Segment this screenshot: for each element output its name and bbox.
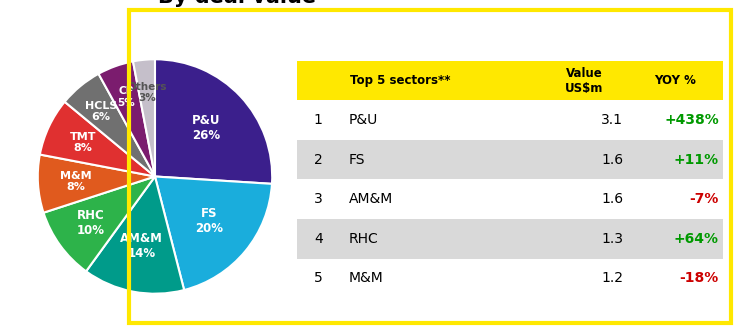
Text: 1.3: 1.3 (601, 232, 623, 246)
Wedge shape (40, 102, 155, 176)
Wedge shape (86, 176, 184, 294)
Text: 3.1: 3.1 (601, 113, 623, 127)
Bar (297, 61, 723, 100)
Wedge shape (133, 59, 155, 176)
Text: Others
3%: Others 3% (127, 82, 167, 103)
Text: M&M: M&M (349, 271, 384, 285)
Text: 4: 4 (314, 232, 323, 246)
Text: TMT
8%: TMT 8% (69, 132, 96, 154)
Wedge shape (98, 61, 155, 176)
Text: By deal value: By deal value (158, 0, 316, 7)
Bar (297, 258, 723, 298)
Text: +64%: +64% (674, 232, 719, 246)
Text: P&U: P&U (349, 113, 378, 127)
Text: +438%: +438% (664, 113, 719, 127)
Bar (297, 179, 723, 219)
Text: 1.2: 1.2 (601, 271, 623, 285)
Wedge shape (44, 176, 155, 271)
Text: 2: 2 (314, 153, 323, 166)
Bar (297, 100, 723, 140)
Text: AM&M: AM&M (349, 192, 393, 206)
Wedge shape (155, 59, 272, 184)
Text: -7%: -7% (689, 192, 719, 206)
Text: Top 5 sectors**: Top 5 sectors** (350, 74, 450, 87)
Bar (297, 219, 723, 258)
Text: 5: 5 (314, 271, 323, 285)
Text: RHC: RHC (349, 232, 379, 246)
Text: P&U
26%: P&U 26% (192, 114, 221, 142)
Text: FS: FS (349, 153, 365, 166)
Text: M&M
8%: M&M 8% (60, 171, 92, 192)
Text: RHC
10%: RHC 10% (77, 209, 105, 237)
Text: AM&M
14%: AM&M 14% (120, 231, 163, 260)
Text: 3: 3 (314, 192, 323, 206)
Text: 1.6: 1.6 (601, 192, 623, 206)
Text: -18%: -18% (680, 271, 719, 285)
Text: FS
20%: FS 20% (195, 207, 223, 235)
Text: 1.6: 1.6 (601, 153, 623, 166)
Wedge shape (38, 155, 155, 213)
Text: Value
US$m: Value US$m (565, 67, 603, 95)
Text: CP
5%: CP 5% (117, 86, 135, 108)
Text: YOY %: YOY % (655, 74, 696, 87)
Text: 1: 1 (314, 113, 323, 127)
Wedge shape (155, 176, 272, 290)
Text: +11%: +11% (674, 153, 719, 166)
Bar (297, 140, 723, 179)
Wedge shape (65, 74, 155, 176)
Text: HCLS
6%: HCLS 6% (85, 101, 117, 122)
